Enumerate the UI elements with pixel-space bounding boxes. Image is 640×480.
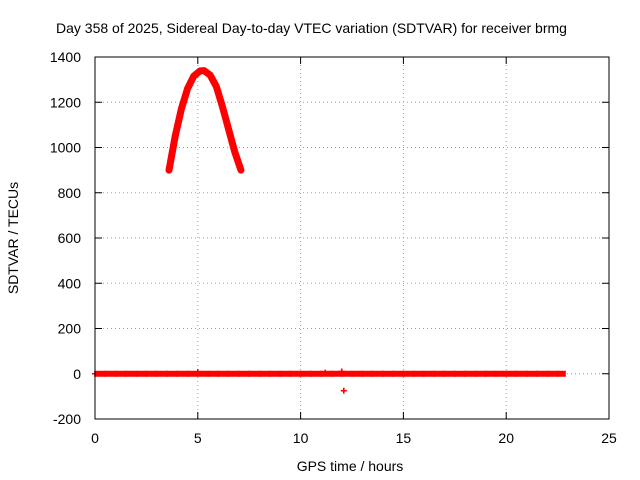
data-point (462, 370, 469, 377)
data-point (359, 370, 366, 377)
data-point (190, 73, 197, 80)
data-point (451, 370, 458, 377)
data-point (178, 106, 185, 113)
x-tick-label: 10 (293, 430, 309, 446)
x-tick-label: 25 (601, 430, 617, 446)
data-point (237, 167, 244, 174)
data-point (441, 370, 448, 377)
data-point (200, 67, 207, 74)
y-axis-label: SDTVAR / TECUs (5, 182, 21, 294)
data-point (166, 167, 173, 174)
data-point (554, 370, 561, 377)
data-point (143, 370, 150, 377)
data-point (225, 126, 232, 133)
data-point (133, 370, 140, 377)
data-point (215, 370, 222, 377)
data-point (207, 72, 214, 79)
plot-frame (94, 56, 610, 420)
data-point (379, 370, 386, 377)
data-point (122, 370, 129, 377)
x-axis-label: GPS time / hours (297, 458, 404, 474)
data-point (213, 83, 220, 90)
data-point (534, 370, 541, 377)
y-tick-label: 600 (58, 230, 82, 246)
data-point (410, 370, 417, 377)
y-tick-label: 400 (58, 275, 82, 291)
x-tick-label: 0 (91, 430, 99, 446)
data-point (112, 370, 119, 377)
x-tick-label: 20 (498, 430, 514, 446)
data-point (246, 370, 253, 377)
data-point (420, 370, 427, 377)
x-tick-label: 15 (396, 430, 412, 446)
data-point (184, 370, 191, 377)
data-point (235, 370, 242, 377)
axis-ticks: 0 5 10 15 20 25 -200 0 200 400 600 800 1000 1200 1400 (50, 49, 617, 446)
data-point (277, 370, 284, 377)
data-point (400, 370, 407, 377)
data-point (219, 103, 226, 110)
y-tick-label: -200 (53, 411, 81, 427)
arc-point-run (165, 67, 245, 174)
outlier-point (322, 369, 329, 376)
data-point (184, 85, 191, 92)
data-point (328, 370, 335, 377)
data-point (205, 370, 212, 377)
data-point (349, 370, 355, 377)
data-point (172, 133, 179, 140)
data-point (544, 370, 551, 377)
y-tick-label: 0 (73, 366, 81, 382)
data-point (390, 370, 397, 377)
data-point (174, 370, 181, 377)
data-point (513, 370, 520, 377)
data-point (297, 370, 304, 377)
data-points (92, 67, 566, 394)
data-point (492, 370, 499, 377)
data-point (307, 370, 314, 377)
y-tick-label: 800 (58, 185, 82, 201)
data-point (482, 370, 489, 377)
data-point (256, 370, 263, 377)
y-tick-label: 1400 (50, 49, 81, 65)
outlier-point (340, 387, 347, 394)
grid-lines (95, 57, 609, 419)
data-point (318, 370, 325, 377)
data-point (503, 370, 510, 377)
y-tick-label: 1000 (50, 140, 81, 156)
data-point (431, 370, 438, 377)
data-point (153, 370, 160, 377)
data-point (523, 370, 530, 377)
data-point (102, 370, 109, 377)
y-tick-label: 200 (58, 321, 82, 337)
x-tick-label: 5 (194, 430, 202, 446)
data-point (266, 370, 273, 377)
outlier-point (338, 368, 345, 375)
y-tick-label: 1200 (50, 94, 81, 110)
data-point (163, 370, 170, 377)
data-point (287, 370, 294, 377)
data-point (225, 370, 232, 377)
data-point (472, 370, 479, 377)
chart-title: Day 358 of 2025, Sidereal Day-to-day VTE… (56, 20, 567, 36)
data-point (369, 370, 376, 377)
data-point (231, 149, 238, 156)
outlier-point (194, 368, 201, 375)
